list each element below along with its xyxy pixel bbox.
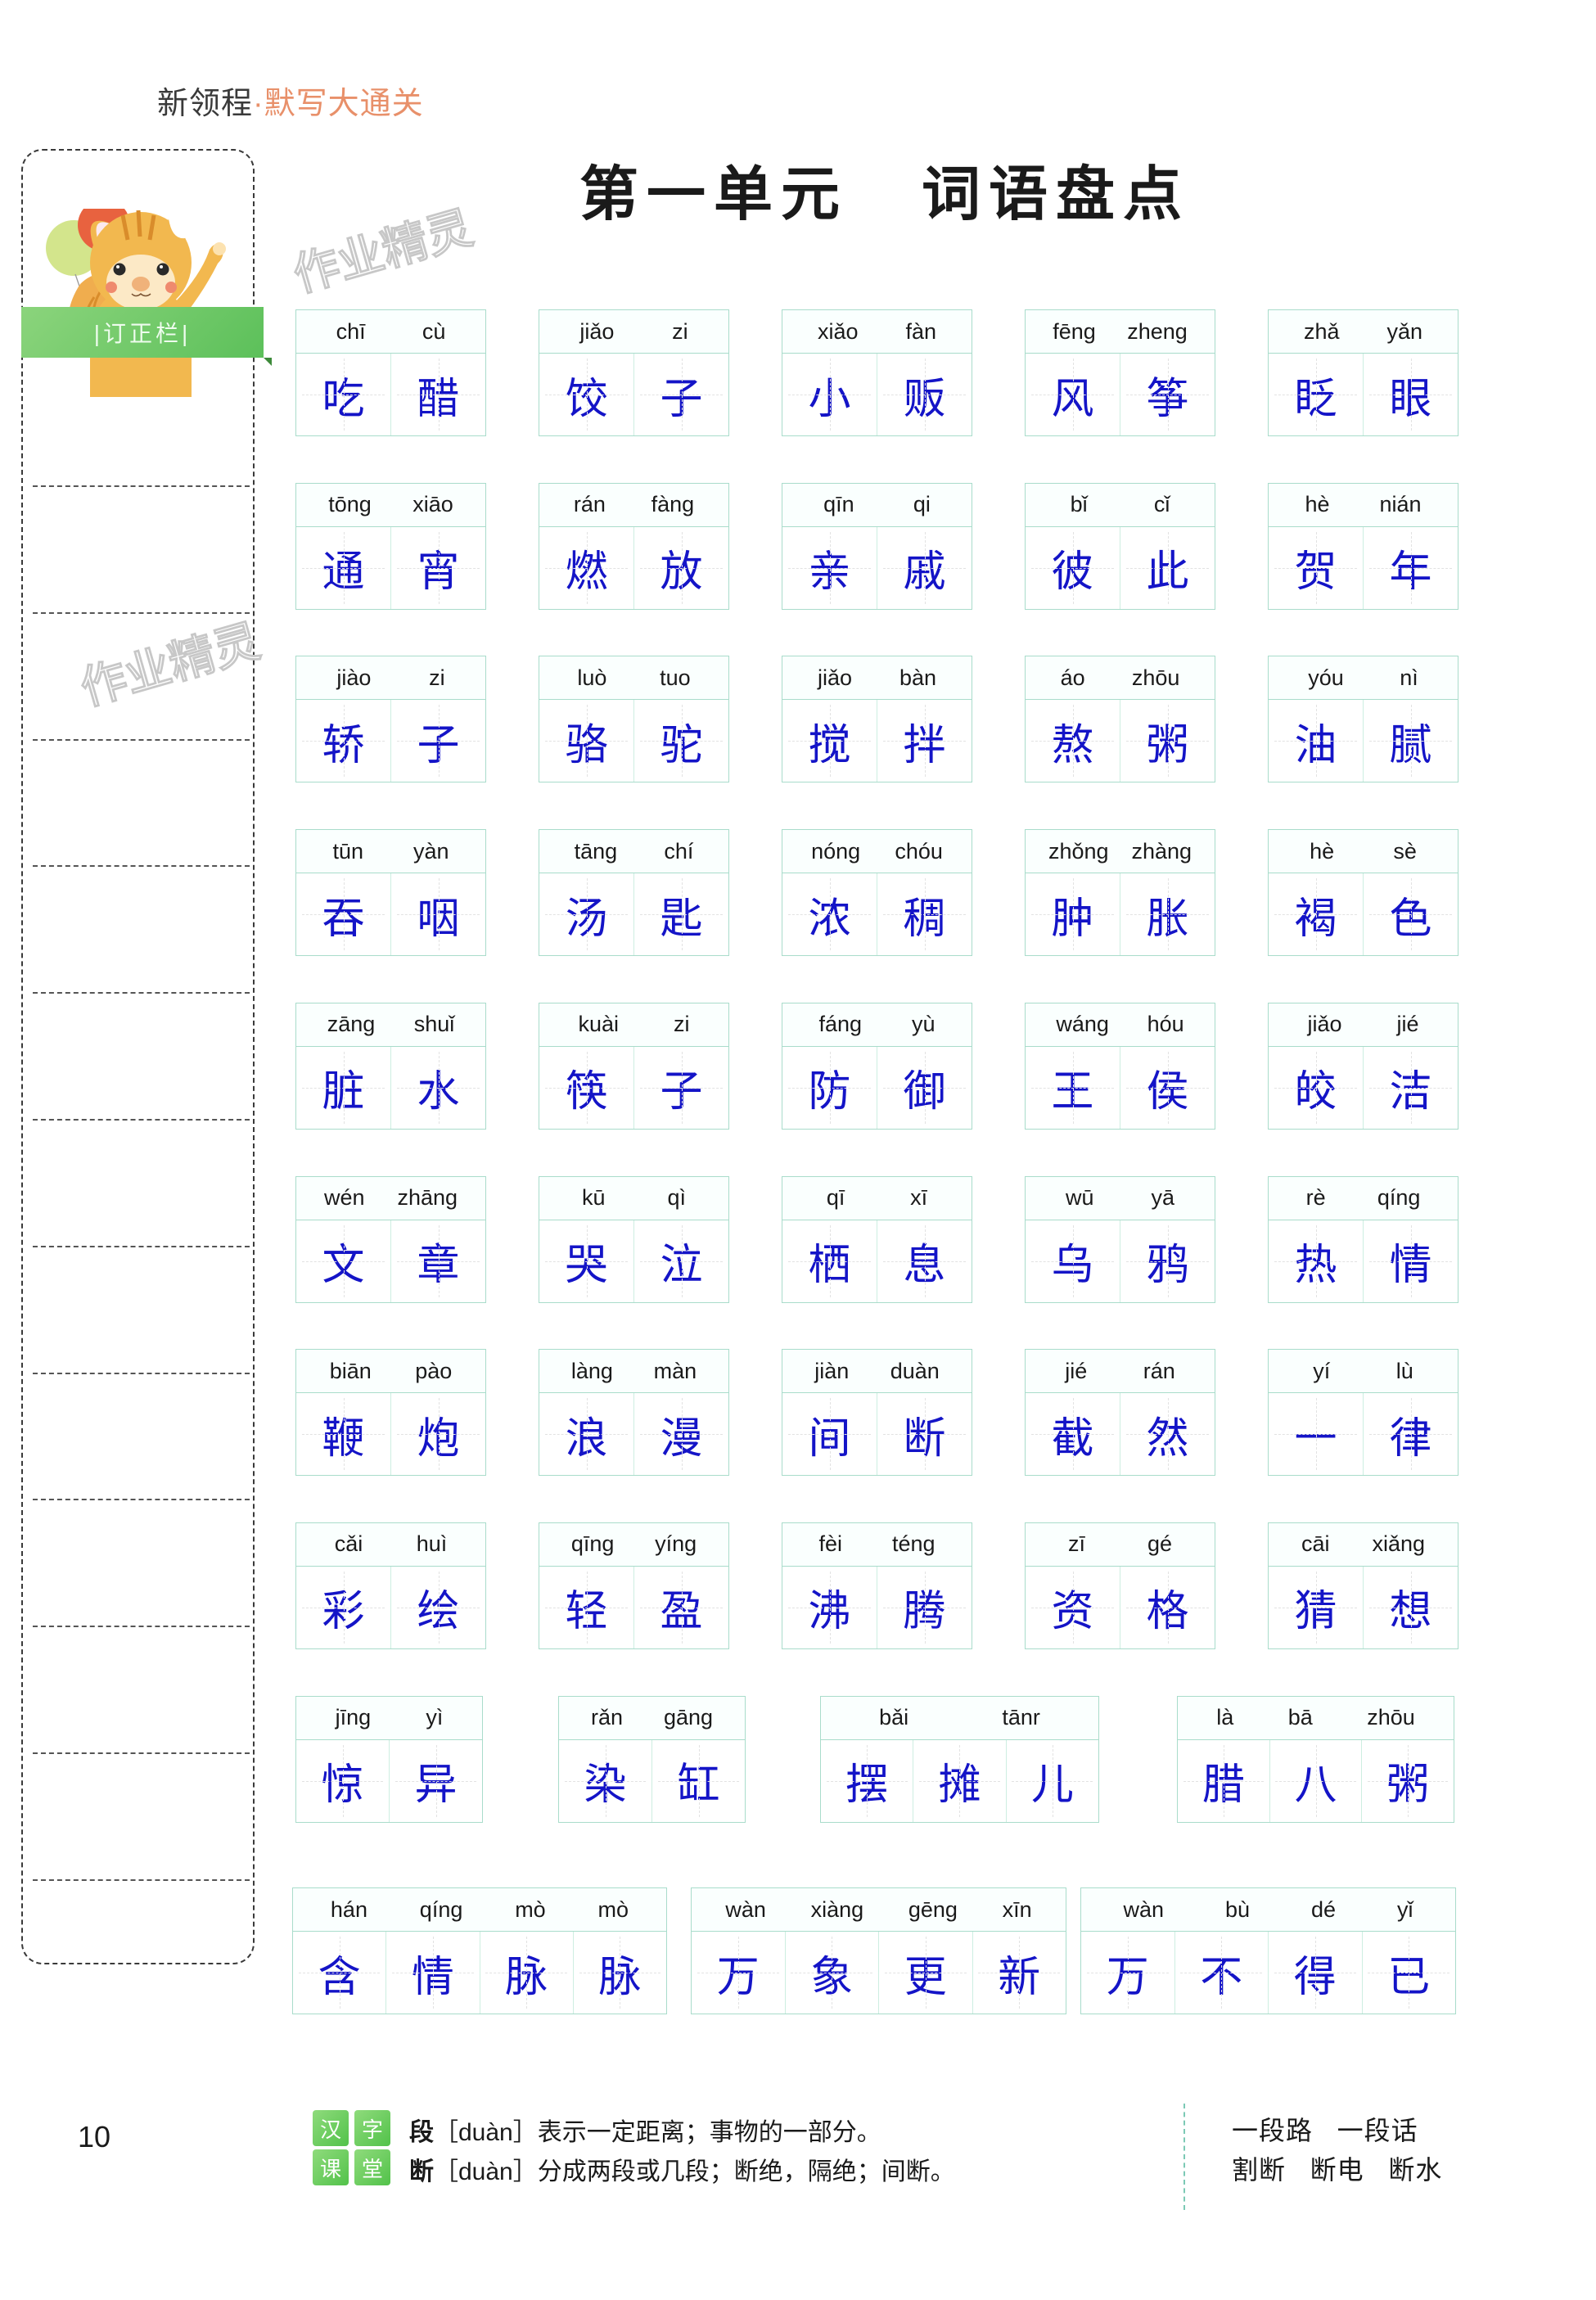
svg-text:作业精灵: 作业精灵 [287, 201, 478, 301]
